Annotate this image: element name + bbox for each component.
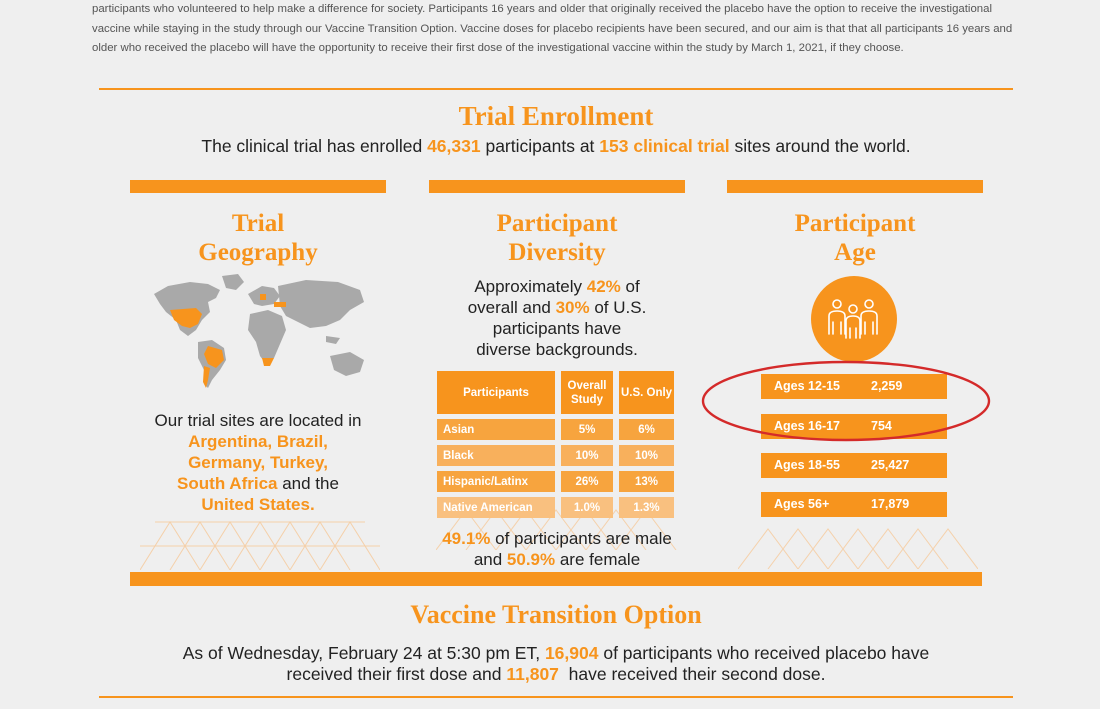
table-cell: 10% (561, 445, 613, 466)
divider-top (99, 88, 1013, 90)
section-bottom-bar (130, 572, 982, 586)
age-row: Ages 56+ 17,879 (761, 492, 947, 517)
enrollment-summary: The clinical trial has enrolled 46,331 p… (201, 136, 911, 156)
geography-header-bar (130, 180, 386, 193)
age-title: Participant Age (794, 210, 916, 266)
age-row-value: 17,879 (871, 497, 910, 511)
people-group-icon (811, 276, 897, 362)
table-cell-label: Black (437, 445, 555, 466)
diversity-title: Participant Diversity (496, 210, 618, 266)
diversity-header-bar (429, 180, 685, 193)
annotation-circle (701, 360, 991, 442)
geography-countries-line1: Argentina, Brazil, (188, 432, 328, 451)
table-cell-label: Native American (437, 497, 555, 518)
transition-text: As of Wednesday, February 24 at 5:30 pm … (182, 643, 930, 684)
table-cell: 13% (619, 471, 674, 492)
age-header-bar (727, 180, 983, 193)
table-cell: 10% (619, 445, 674, 466)
age-row-value: 2,259 (871, 379, 903, 393)
enrollment-title: Trial Enrollment (458, 101, 654, 131)
decorative-pattern (738, 528, 978, 569)
divider-bottom (99, 696, 1013, 698)
table-header: U.S. Only (619, 371, 674, 414)
geography-countries-line2: Germany, Turkey, (188, 453, 328, 472)
transition-title: Vaccine Transition Option (410, 600, 702, 629)
age-row: Ages 18-55 25,427 (761, 453, 947, 478)
second-dose-count: 11,807 (506, 664, 559, 684)
table-cell: 26% (561, 471, 613, 492)
age-row-value: 25,427 (871, 458, 910, 472)
gender-text: 49.1% of participants are male and 50.9%… (442, 529, 672, 569)
diversity-text: Approximately 42% of overall and 30% of … (467, 277, 647, 359)
decorative-pattern (140, 521, 380, 570)
age-row-label: Ages 18-55 (774, 458, 841, 472)
age-row-label: Ages 12-15 (774, 379, 841, 393)
world-map-icon (154, 274, 364, 388)
age-row: Ages 12-15 2,259 (761, 374, 947, 399)
table-cell-label: Asian (437, 419, 555, 440)
geography-text: Our trial sites are located in Argentina… (130, 410, 386, 515)
enrollment-sites-count: 153 clinical trial (599, 136, 730, 156)
table-header: Participants (437, 371, 555, 414)
table-header: Overall Study (561, 371, 613, 414)
table-cell: 6% (619, 419, 674, 440)
age-row-value: 754 (871, 419, 892, 433)
geography-title: Trial Geography (198, 210, 318, 266)
table-cell: 5% (561, 419, 613, 440)
first-dose-count: 16,904 (544, 643, 599, 663)
intro-paragraph: participants who volunteered to help mak… (92, 3, 1013, 54)
age-row-label: Ages 16-17 (774, 419, 841, 433)
table-cell-label: Hispanic/Latinx (437, 471, 555, 492)
table-cell: 1.0% (561, 497, 613, 518)
table-cell: 1.3% (619, 497, 674, 518)
enrollment-participants-count: 46,331 (427, 136, 481, 156)
age-row-label: Ages 56+ (774, 497, 830, 511)
